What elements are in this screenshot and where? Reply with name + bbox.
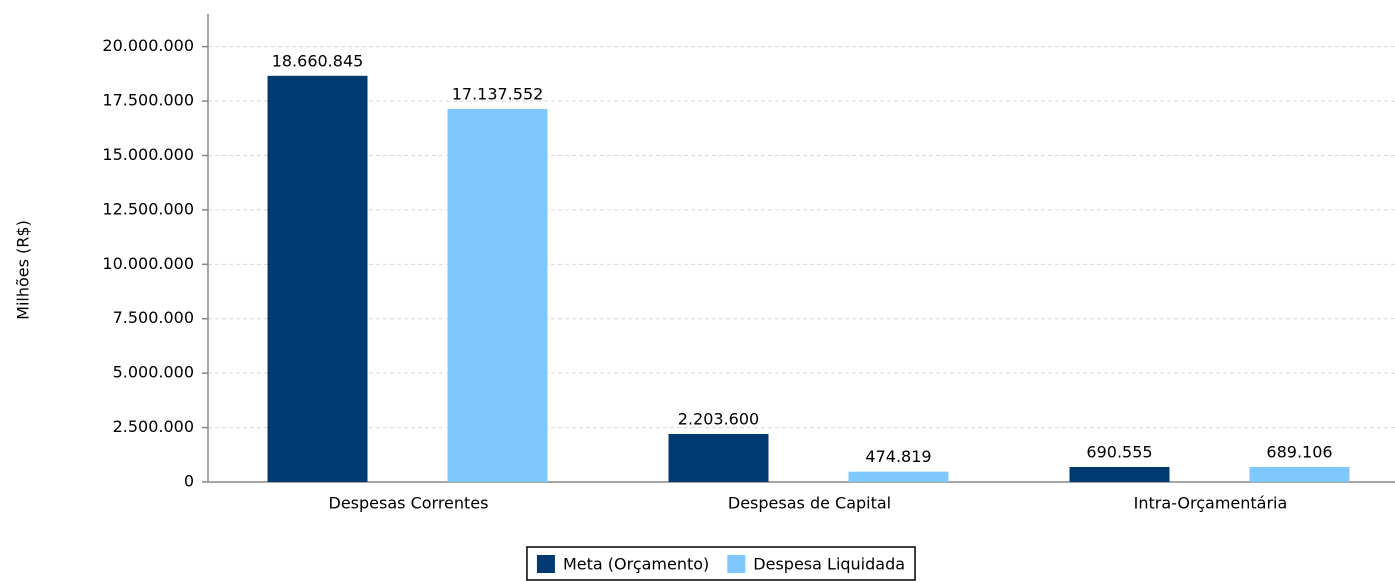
data-label: 17.137.552 (452, 84, 544, 103)
bar (1249, 466, 1350, 482)
legend-swatch (727, 555, 746, 573)
y-tick-label: 17.500.000 (102, 91, 194, 110)
y-tick-label: 15.000.000 (102, 145, 194, 164)
bar (668, 434, 769, 482)
x-tick-label: Intra-Orçamentária (1134, 494, 1288, 513)
legend-swatch (536, 555, 555, 573)
y-tick-label: 5.000.000 (113, 363, 194, 382)
y-tick-label: 20.000.000 (102, 36, 194, 55)
data-label: 2.203.600 (678, 410, 759, 429)
data-label: 690.555 (1086, 442, 1152, 461)
legend-label: Meta (Orçamento) (563, 555, 709, 574)
y-tick-label: 10.000.000 (102, 254, 194, 273)
data-label: 18.660.845 (272, 51, 364, 70)
x-tick-label: Despesas Correntes (329, 494, 489, 513)
data-label: 689.106 (1266, 442, 1332, 461)
bar (267, 75, 368, 482)
y-tick-label: 0 (184, 472, 194, 491)
bar (848, 471, 949, 482)
legend-label: Despesa Liquidada (753, 555, 905, 574)
x-tick-label: Despesas de Capital (728, 494, 891, 513)
bar (447, 108, 548, 482)
y-axis-label: Milhões (R$) (14, 220, 33, 320)
legend-box (526, 546, 916, 581)
y-tick-label: 2.500.000 (113, 417, 194, 436)
y-tick-label: 12.500.000 (102, 199, 194, 218)
data-label: 474.819 (865, 447, 931, 466)
bar (1069, 466, 1170, 482)
y-tick-label: 7.500.000 (113, 308, 194, 327)
legend: Meta (Orçamento) Despesa Liquidada (526, 546, 916, 581)
